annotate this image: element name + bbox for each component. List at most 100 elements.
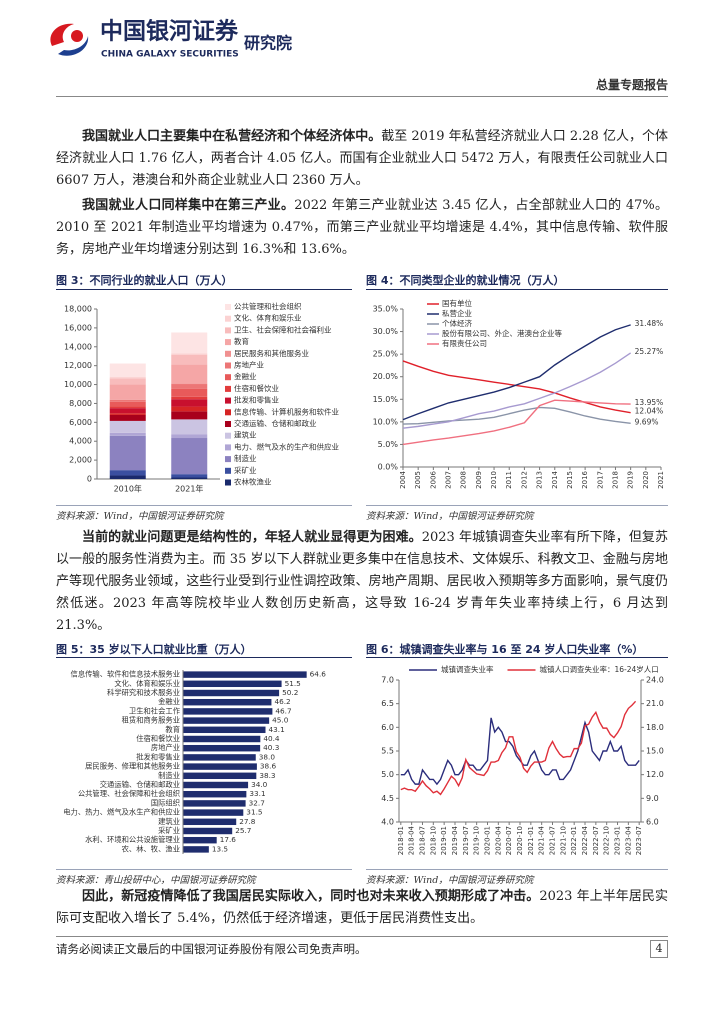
x-tick-label: 2017 [596,471,604,489]
x-tick-label: 2019 [627,471,635,489]
y-tick-label: 8,000 [69,399,92,408]
bar-segment [171,477,208,479]
source: 资料来源：青山投研中心，中国银河证券研究院 [56,875,256,886]
y-tick-label: 18.0 [646,723,664,732]
legend-label: 电力、燃气及水的生产和供应业 [234,441,339,451]
y-tick-label: 12,000 [64,361,92,370]
y-tick-label: 6,000 [69,418,92,427]
x-tick-label: 2023-07 [635,826,643,855]
category-label: 交通运输、仓储和邮政业 [100,780,180,789]
legend-label: 私营企业 [442,308,472,318]
y-tick-label: 6.0 [646,818,659,827]
category-label: 居民服务、修理和其他服务业 [85,762,180,771]
bar-segment [109,432,146,436]
category-label: 卫生和社会工作 [129,706,181,715]
y-tick-label: 15.0 [646,747,664,756]
bar [183,772,257,780]
bar-segment [109,378,146,385]
figure-title: 图 5：35 岁以下人口就业比重（万人） [56,643,252,656]
lead: 我国就业人口同样集中在第三产业。 [82,198,295,213]
y-tick-label: 25.0% [373,350,399,359]
y-tick-label: 0 [87,475,92,484]
lead: 我国就业人口主要集中在私营经济和个体经济体中。 [82,129,382,144]
caption-rule [56,657,352,658]
x-tick-label: 2020-01 [483,826,491,855]
report-type: 总量专题报告 [595,78,668,92]
legend-swatch [225,444,231,451]
figure-title: 图 6：城镇调查失业率与 16 至 24 岁人口失业率（%） [366,643,644,656]
x-tick-label: 2023-04 [624,825,632,855]
footer-rule [56,936,668,937]
bar-segment [171,388,208,397]
y-tick-label: 4.5 [381,794,394,803]
bar [183,698,272,706]
series-line [402,324,631,421]
bar-segment [171,396,208,400]
bar [183,708,273,715]
x-tick-label: 2021-10 [559,826,567,855]
bar [183,717,270,724]
x-tick-label: 2021-01 [527,826,535,855]
bar [183,689,280,697]
x-tick-label: 2022-07 [592,826,600,855]
legend-label: 城镇人口调查失业率：16-24岁人口 [540,664,659,674]
bar-segment [109,414,146,421]
bar-segment [109,413,146,415]
legend-label: 文化、体育和娱乐业 [234,313,302,323]
data-label: 40.3 [263,743,280,752]
x-tick-label: 2019-04 [451,825,459,855]
figure-title: 图 4：不同类型企业的就业情况（万人） [366,274,565,287]
category-label: 建筑业 [158,817,180,826]
data-label: 12.04% [635,407,664,416]
bar [183,818,237,826]
data-label: 13.95% [635,398,664,407]
x-tick-label: 2018-04 [408,825,416,855]
category-label: 金融业 [158,697,180,706]
legend-swatch [225,327,231,334]
y-tick-label: 4,000 [69,437,92,446]
x-tick-label: 2014 [551,470,559,488]
x-tick-label: 2006 [429,470,437,488]
chart: 信息传输、软件和信息技术服务业 64.6 文化、体育和娱乐业 51.5 科学研究和技术服… [63,670,326,854]
bar-segment [109,377,146,379]
legend-label: 农林牧渔业 [234,477,272,487]
body: 2023 年城镇调查失业率有所下降，但复苏以一般的服务性消费为主。而 35 岁以… [56,530,668,633]
data-label: 43.1 [269,725,285,734]
legend-label: 信息传输、计算机服务和软件业 [234,406,339,416]
paragraph: 我国就业人口主要集中在私营经济和个体经济体中。截至 2019 年私营经济就业人口… [56,126,668,192]
bar [183,763,257,770]
legend-swatch [225,339,231,346]
x-tick-label: 2010 [490,471,498,489]
bar [183,781,249,789]
x-tick-label: 2005 [414,471,422,489]
legend-swatch [225,304,231,310]
y-tick-label: 5.0 [381,770,394,779]
body: 2023 年上半年居民实际可支配收入增长了 5.4%，仍然低于经济增速，更低于居… [56,889,668,926]
category-label: 科学研究和技术服务业 [107,688,180,697]
x-tick-label: 2022-01 [570,826,578,855]
data-label: 46.2 [274,697,290,706]
y-tick-label: 5.0% [378,440,399,449]
lead: 当前的就业问题更是结构性的，年轻人就业显得更为困难。 [82,530,422,545]
bar [183,800,246,807]
category-label: 住宿和餐饮业 [136,734,180,743]
legend-swatch [225,479,231,486]
source-rule [366,869,668,870]
data-label: 50.2 [282,688,298,697]
legend-label: 卫生、社会保障和社会福利业 [234,324,332,334]
body: 2022 年第三产业就业达 3.45 亿人，占全部就业人口的 47%。2010 … [56,198,668,257]
legend-label: 公共管理和社会组织 [234,301,302,311]
bar [183,726,266,734]
y-tick-label: 6.0 [381,723,394,732]
data-label: 38.6 [260,762,277,771]
bar [183,809,244,816]
legend-swatch [225,397,231,404]
y-tick-label: 14,000 [64,342,92,351]
y-tick-label: 20.0% [373,372,399,381]
series-line [402,406,631,425]
source: 资料来源：Wind，中国银河证券研究院 [56,511,224,522]
bar-segment [109,401,146,407]
x-tick-label: 2010年 [114,484,142,494]
bar-segment [171,332,208,354]
